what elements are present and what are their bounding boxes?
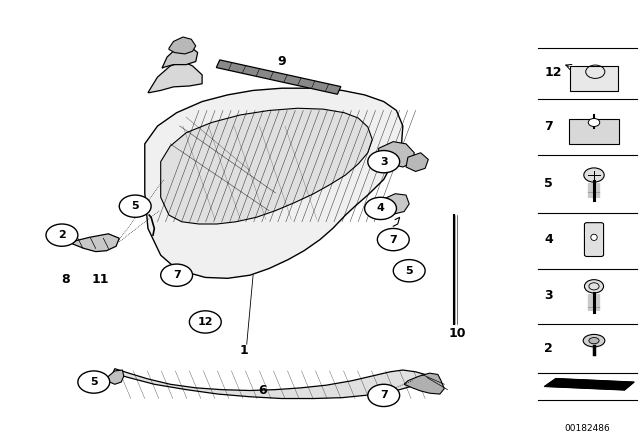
Polygon shape	[72, 234, 119, 252]
Text: 4: 4	[376, 203, 385, 213]
Polygon shape	[383, 194, 409, 214]
Text: 00182486: 00182486	[564, 424, 611, 433]
Polygon shape	[145, 88, 403, 278]
Ellipse shape	[591, 234, 597, 241]
Polygon shape	[161, 108, 372, 224]
Text: 7: 7	[544, 120, 553, 133]
Text: 9: 9	[278, 55, 286, 68]
Circle shape	[365, 197, 396, 220]
Polygon shape	[544, 379, 634, 390]
Circle shape	[119, 195, 151, 217]
Ellipse shape	[584, 280, 604, 293]
Polygon shape	[106, 370, 124, 384]
Circle shape	[378, 228, 409, 251]
Text: 2: 2	[58, 230, 66, 240]
Ellipse shape	[589, 337, 599, 344]
Circle shape	[189, 311, 221, 333]
Circle shape	[78, 371, 109, 393]
Text: 12: 12	[198, 317, 213, 327]
FancyBboxPatch shape	[584, 223, 604, 257]
Circle shape	[394, 260, 425, 282]
Text: 5: 5	[90, 377, 97, 387]
Polygon shape	[406, 153, 428, 172]
Circle shape	[46, 224, 78, 246]
Text: 7: 7	[173, 270, 180, 280]
Text: 7: 7	[389, 235, 397, 245]
Ellipse shape	[588, 118, 600, 126]
Text: 12: 12	[544, 66, 562, 79]
Text: 4: 4	[544, 233, 553, 246]
Text: 3: 3	[544, 289, 553, 302]
Text: 8: 8	[61, 273, 69, 286]
Text: 2: 2	[544, 342, 553, 355]
Text: 3: 3	[380, 157, 388, 167]
Circle shape	[161, 264, 193, 286]
Text: 10: 10	[448, 327, 466, 340]
Circle shape	[368, 151, 399, 173]
Polygon shape	[404, 373, 444, 394]
Text: 5: 5	[405, 266, 413, 276]
Text: 5: 5	[544, 177, 553, 190]
Polygon shape	[162, 46, 198, 68]
Text: 1: 1	[239, 345, 248, 358]
Circle shape	[368, 384, 399, 406]
Text: 6: 6	[259, 384, 267, 397]
Text: 5: 5	[131, 201, 139, 211]
Polygon shape	[216, 60, 341, 94]
FancyBboxPatch shape	[568, 119, 620, 144]
Polygon shape	[169, 37, 196, 54]
Ellipse shape	[584, 168, 604, 182]
Text: 11: 11	[92, 273, 109, 286]
Polygon shape	[379, 142, 414, 167]
Ellipse shape	[583, 334, 605, 347]
FancyBboxPatch shape	[570, 65, 618, 91]
Polygon shape	[113, 369, 425, 399]
Polygon shape	[148, 61, 202, 93]
Text: 7: 7	[380, 390, 388, 401]
